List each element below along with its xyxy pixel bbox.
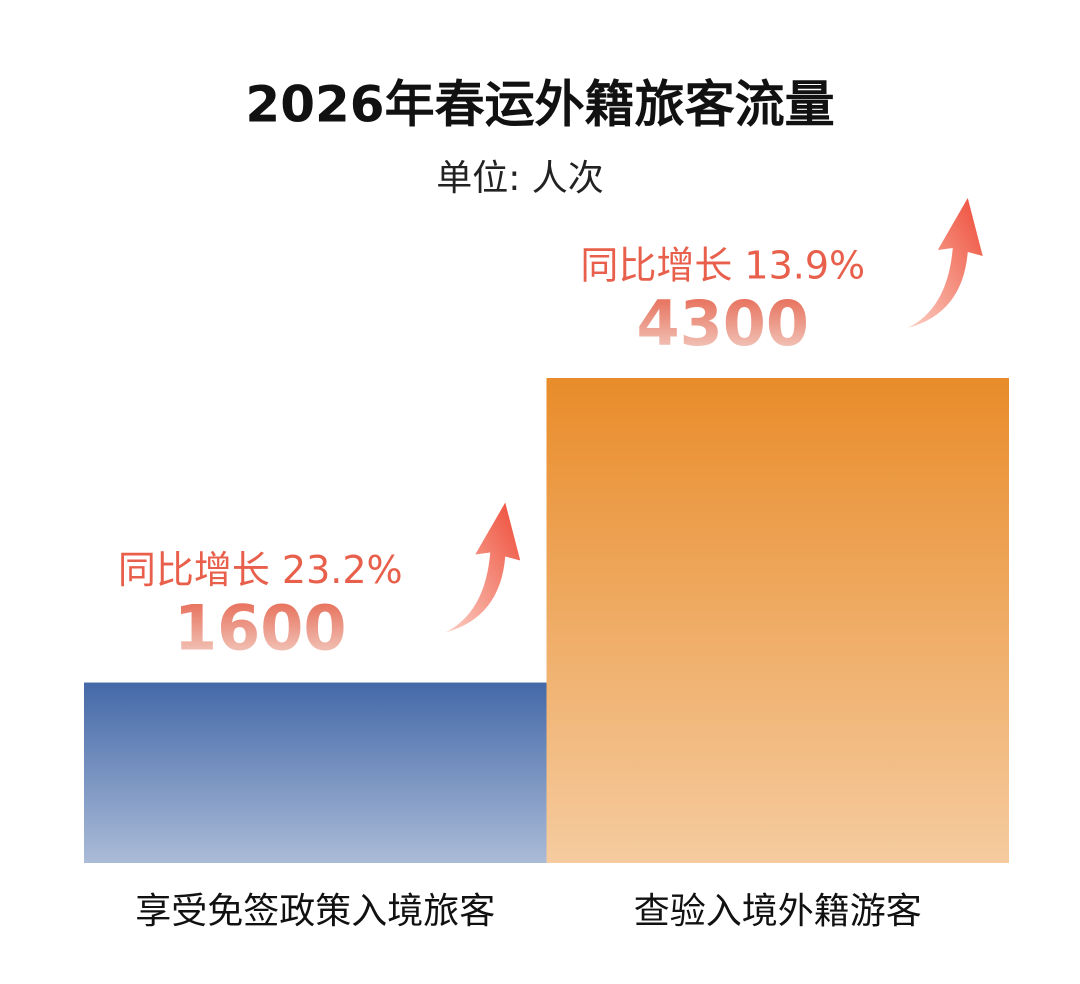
growth-arrow: [445, 502, 521, 633]
growth-arrow: [907, 198, 983, 328]
value-label: 1600: [174, 592, 347, 665]
annotation: 同比增长 23.2%: [118, 548, 403, 592]
x-tick-label: 查验入境外籍游客: [634, 891, 922, 932]
bar-shine: [84, 682, 547, 863]
x-tick-label: 享受免签政策入境旅客: [135, 891, 495, 932]
chart-title: 2026年春运外籍旅客流量: [245, 76, 834, 134]
annotation: 同比增长 13.9%: [580, 244, 865, 288]
value-label: 4300: [636, 287, 809, 360]
bar-shine: [546, 378, 1009, 863]
chart-subtitle: 单位: 人次: [436, 158, 604, 199]
